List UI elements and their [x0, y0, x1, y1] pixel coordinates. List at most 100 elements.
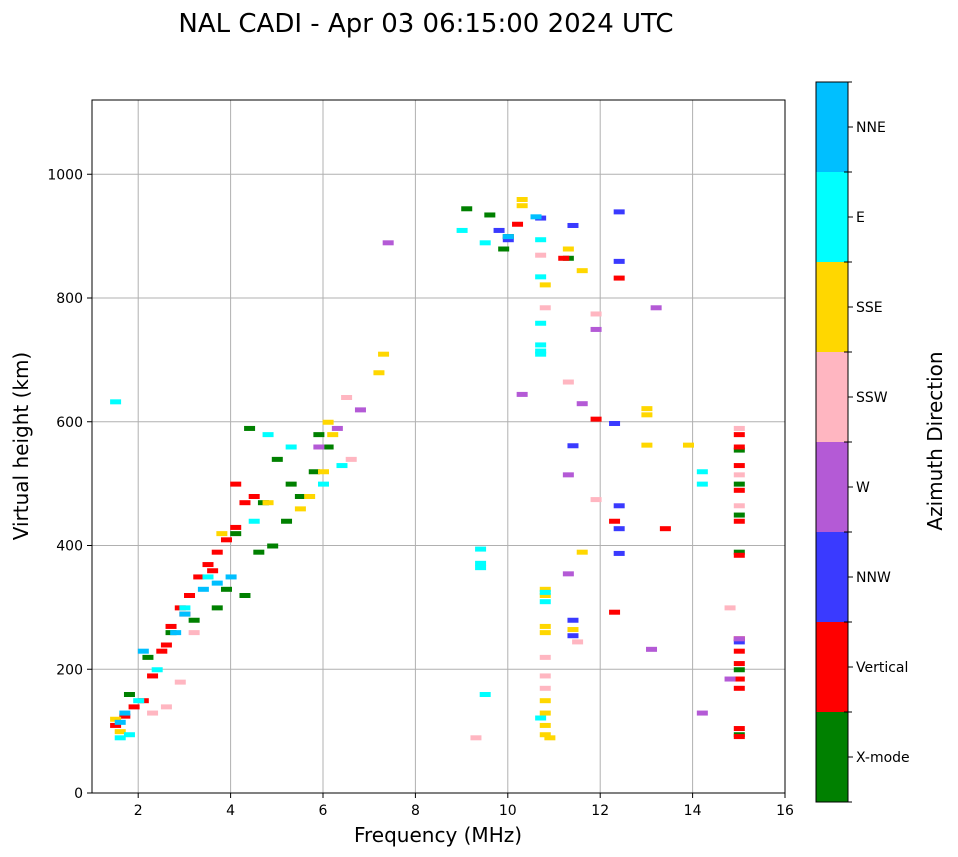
colorbar-segment — [816, 352, 848, 442]
point-vertical — [119, 713, 131, 719]
grid-lines — [92, 100, 786, 794]
point-e — [696, 481, 708, 487]
point-e — [133, 698, 145, 704]
colorbar-segment — [816, 442, 848, 532]
plot-points — [110, 197, 745, 741]
point-x-mode — [461, 206, 473, 212]
point-ssw — [345, 456, 357, 462]
point-e — [535, 348, 547, 354]
point-nne — [170, 630, 182, 636]
point-vertical — [156, 648, 168, 654]
point-sse — [378, 351, 390, 357]
colorbar-label: SSE — [856, 300, 883, 316]
x-tick-label: 12 — [591, 803, 609, 819]
point-x-mode — [308, 469, 320, 475]
point-sse — [304, 494, 316, 499]
point-x-mode — [142, 654, 154, 660]
point-e — [179, 605, 191, 611]
point-ssw — [590, 497, 602, 503]
point-sse — [567, 627, 579, 633]
point-nnw — [733, 639, 745, 645]
y-axis-label: Virtual height (km) — [9, 352, 33, 541]
point-e — [539, 599, 551, 605]
point-sse — [516, 203, 528, 209]
point-ssw — [572, 639, 584, 645]
point-w — [562, 571, 574, 577]
point-e — [535, 237, 547, 243]
chart-title: NAL CADI - Apr 03 06:15:00 2024 UTC — [178, 9, 673, 39]
point-e — [479, 240, 491, 246]
point-vertical — [512, 221, 524, 227]
point-e — [123, 732, 135, 738]
point-nne — [197, 586, 209, 592]
point-x-mode — [285, 481, 297, 487]
point-ssw — [539, 305, 551, 311]
colorbar-label: NNW — [856, 570, 891, 586]
point-vertical — [733, 685, 745, 691]
point-x-mode — [733, 447, 745, 453]
point-sse — [539, 710, 551, 716]
colorbar-segment — [816, 172, 848, 262]
point-sse — [539, 282, 551, 288]
point-x-mode — [281, 518, 293, 524]
colorbar-label: E — [856, 210, 865, 226]
point-e — [479, 692, 491, 697]
point-ssw — [733, 472, 745, 478]
point-nnw — [493, 227, 505, 233]
point-w — [382, 240, 394, 246]
point-vertical — [733, 676, 745, 682]
colorbar-segment — [816, 532, 848, 622]
point-w — [696, 710, 708, 716]
point-vertical — [733, 552, 745, 558]
point-nne — [225, 574, 237, 580]
point-x-mode — [294, 494, 306, 499]
x-tick-label: 8 — [411, 803, 420, 819]
point-vertical — [733, 661, 745, 667]
point-ssw — [539, 673, 551, 679]
x-tick-label: 4 — [226, 803, 235, 819]
point-w — [313, 444, 325, 450]
point-x-mode — [484, 212, 496, 218]
colorbar-label: SSW — [856, 390, 888, 406]
colorbar-label: W — [856, 480, 870, 496]
point-ssw — [724, 605, 736, 611]
point-ssw — [535, 252, 547, 258]
point-sse — [516, 197, 528, 202]
point-ssw — [590, 311, 602, 317]
point-nnw — [613, 503, 625, 509]
point-nnw — [567, 633, 579, 639]
point-vertical — [193, 574, 205, 580]
point-vertical — [147, 673, 159, 679]
point-w — [733, 636, 745, 642]
point-vertical — [733, 463, 745, 469]
point-x-mode — [733, 481, 745, 487]
y-tick-label: 1000 — [47, 167, 83, 183]
point-e — [539, 589, 551, 595]
point-x-mode — [244, 425, 256, 431]
point-vertical — [609, 518, 621, 524]
point-x-mode — [733, 549, 745, 555]
point-e — [535, 320, 547, 326]
point-x-mode — [188, 617, 200, 623]
point-sse — [641, 406, 653, 412]
point-x-mode — [220, 586, 232, 592]
point-ssw — [160, 704, 172, 710]
point-x-mode — [271, 456, 283, 462]
point-ssw — [188, 630, 200, 636]
point-ssw — [562, 379, 574, 385]
point-vertical — [160, 642, 172, 648]
point-vertical — [165, 623, 177, 629]
point-vertical — [613, 275, 625, 281]
point-sse — [539, 586, 551, 592]
point-vertical — [590, 416, 602, 422]
point-w — [562, 472, 574, 478]
point-w — [646, 646, 658, 652]
y-tick-label: 600 — [56, 415, 83, 431]
point-vertical — [128, 704, 140, 710]
point-nne — [211, 580, 223, 586]
point-nne — [137, 648, 149, 654]
point-sse — [641, 442, 653, 448]
point-vertical — [207, 568, 219, 574]
point-sse — [216, 531, 228, 537]
point-vertical — [110, 722, 122, 728]
